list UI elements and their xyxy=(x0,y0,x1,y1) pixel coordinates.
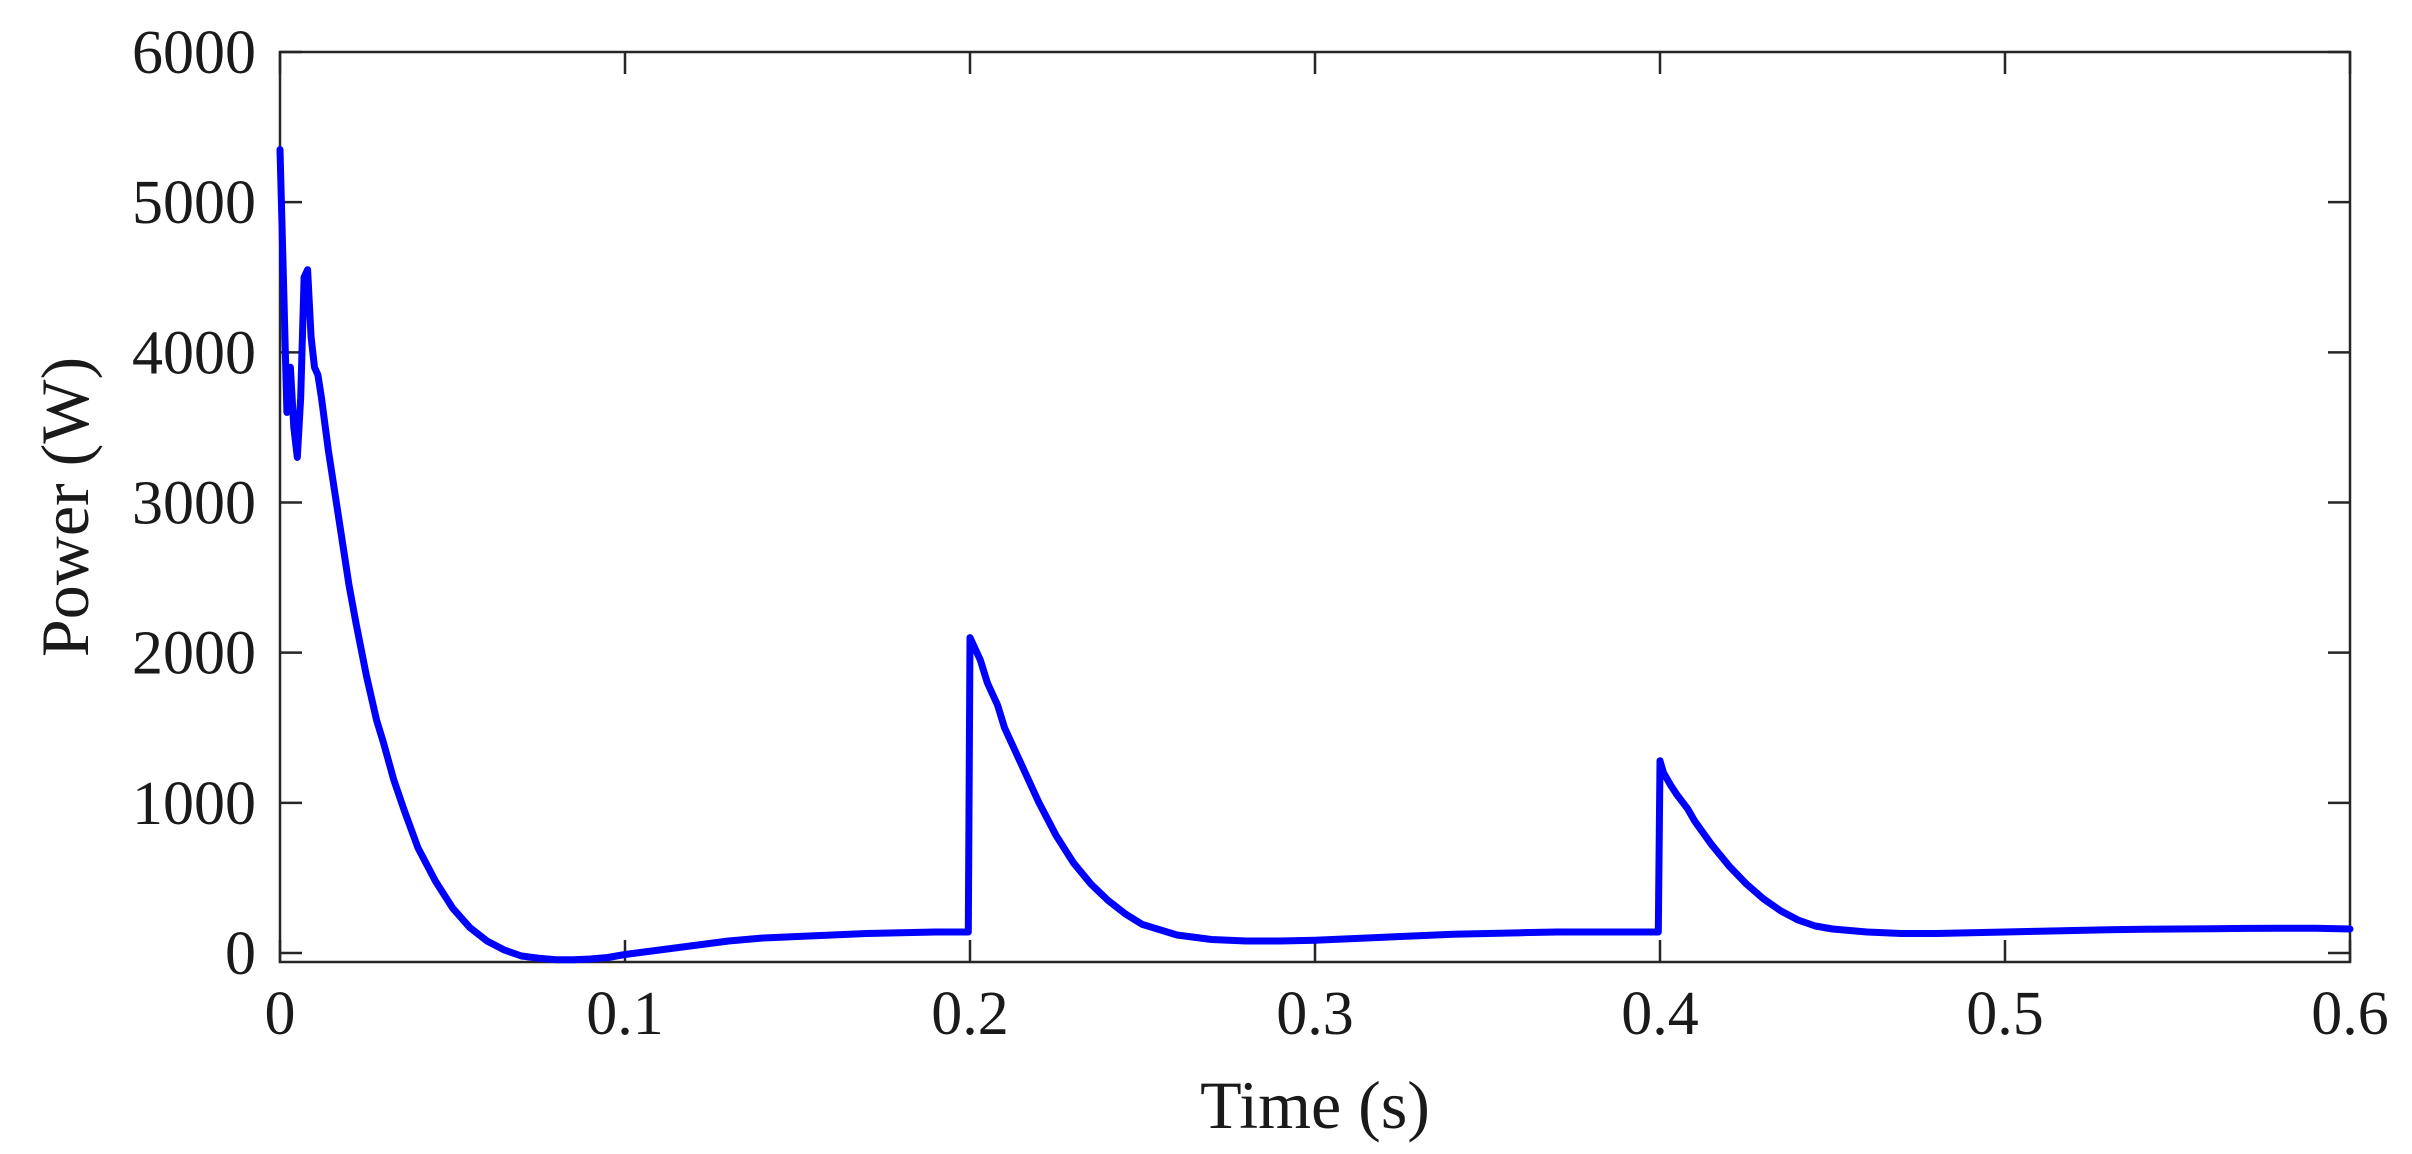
x-axis-label: Time (s) xyxy=(1200,1067,1430,1143)
axis-ticks xyxy=(278,50,2352,962)
x-tick-label: 0.6 xyxy=(2311,980,2389,1048)
y-tick-label: 3000 xyxy=(132,469,256,537)
y-tick-label: 4000 xyxy=(132,319,256,387)
y-axis-label: Power (W) xyxy=(27,357,103,657)
x-tick-label: 0.3 xyxy=(1276,980,1354,1048)
y-tick-label: 6000 xyxy=(132,19,256,87)
y-tick-label: 1000 xyxy=(132,770,256,838)
power-series-line xyxy=(276,146,2354,964)
tick-labels: 0 0.1 0.2 0.3 0.4 0.5 0.6 0 1000 2000 3000 4000 5000… xyxy=(132,19,2389,1048)
x-tick-label: 0.2 xyxy=(931,980,1009,1048)
x-tick-label: 0.4 xyxy=(1621,980,1699,1048)
y-tick-label: 2000 xyxy=(132,620,256,688)
y-tick-label: 0 xyxy=(225,920,256,988)
axis-labels: Time (s) Power (W) xyxy=(27,357,1430,1143)
x-tick-label: 0.5 xyxy=(1966,980,2044,1048)
plot-area-border xyxy=(278,50,2352,964)
x-tick-label: 0.1 xyxy=(586,980,664,1048)
y-tick-label: 5000 xyxy=(132,169,256,237)
x-tick-label: 0 xyxy=(265,980,296,1048)
series-layer xyxy=(276,146,2354,964)
plot-frame xyxy=(278,50,2352,964)
